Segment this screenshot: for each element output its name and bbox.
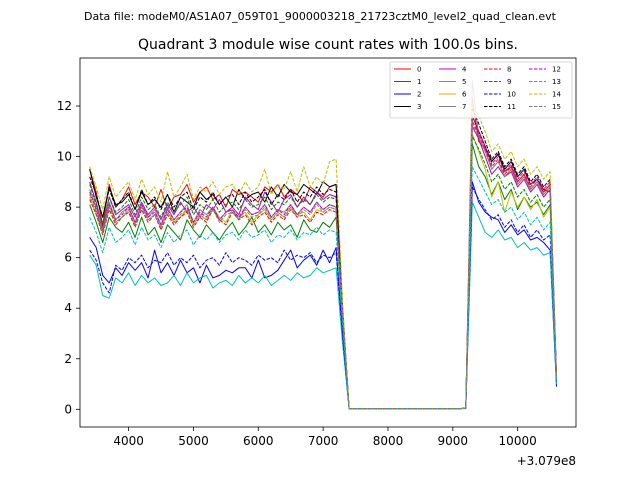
x-tick-label: 4000	[113, 434, 144, 448]
series-line-10	[89, 186, 557, 410]
axes-frame	[79, 57, 577, 428]
legend-label-9: 9	[507, 78, 511, 86]
x-axis-offset-label: +3.079e8	[517, 454, 576, 468]
legend-label-0: 0	[417, 66, 421, 74]
legend-label-12: 12	[552, 66, 561, 74]
series-layer	[89, 80, 557, 410]
x-tick-label: 8000	[373, 434, 404, 448]
y-axis: 0 2 4 6 8 10 12	[57, 99, 80, 416]
y-tick-label: 6	[64, 251, 72, 265]
legend-label-10: 10	[507, 91, 516, 99]
series-line-8	[89, 120, 557, 410]
legend-label-6: 6	[462, 91, 467, 99]
series-line-9	[89, 135, 557, 410]
y-tick-label: 2	[64, 352, 72, 366]
legend-label-5: 5	[462, 78, 466, 86]
series-line-4	[89, 125, 557, 410]
legend-label-14: 14	[552, 91, 561, 99]
series-line-0	[89, 97, 557, 410]
legend-label-4: 4	[462, 66, 467, 74]
series-line-6	[89, 133, 557, 410]
series-line-2	[89, 181, 557, 410]
series-line-15	[89, 123, 557, 410]
legend-label-11: 11	[507, 103, 516, 111]
series-line-11	[89, 108, 557, 410]
legend-label-2: 2	[417, 91, 421, 99]
series-line-13	[89, 166, 557, 410]
legend-label-7: 7	[462, 103, 466, 111]
legend-label-8: 8	[507, 66, 511, 74]
legend-label-3: 3	[417, 103, 421, 111]
y-tick-label: 0	[64, 402, 72, 416]
series-line-5	[89, 201, 557, 410]
x-tick-label: 6000	[243, 434, 274, 448]
legend-label-13: 13	[552, 78, 561, 86]
chart-title: Quadrant 3 module wise count rates with …	[138, 37, 518, 53]
y-tick-label: 12	[57, 99, 72, 113]
x-axis: 4000 5000 6000 7000 8000 9000 10000	[113, 427, 537, 448]
x-tick-label: 5000	[178, 434, 209, 448]
x-tick-label: 10000	[499, 434, 537, 448]
legend-label-15: 15	[552, 103, 561, 111]
y-tick-label: 4	[64, 301, 72, 315]
y-tick-label: 8	[64, 200, 72, 214]
y-tick-label: 10	[57, 150, 72, 164]
series-line-1	[89, 143, 557, 410]
plot-area: 4000 5000 6000 7000 8000 9000 10000 024681012 …	[57, 57, 577, 468]
series-line-12	[89, 115, 557, 410]
legend-label-1: 1	[417, 78, 421, 86]
x-tick-label: 7000	[308, 434, 339, 448]
x-tick-label: 9000	[438, 434, 469, 448]
legend-box	[389, 61, 573, 119]
figure-suptitle: Data file: modeM0/AS1A07_059T01_90000032…	[84, 10, 557, 23]
